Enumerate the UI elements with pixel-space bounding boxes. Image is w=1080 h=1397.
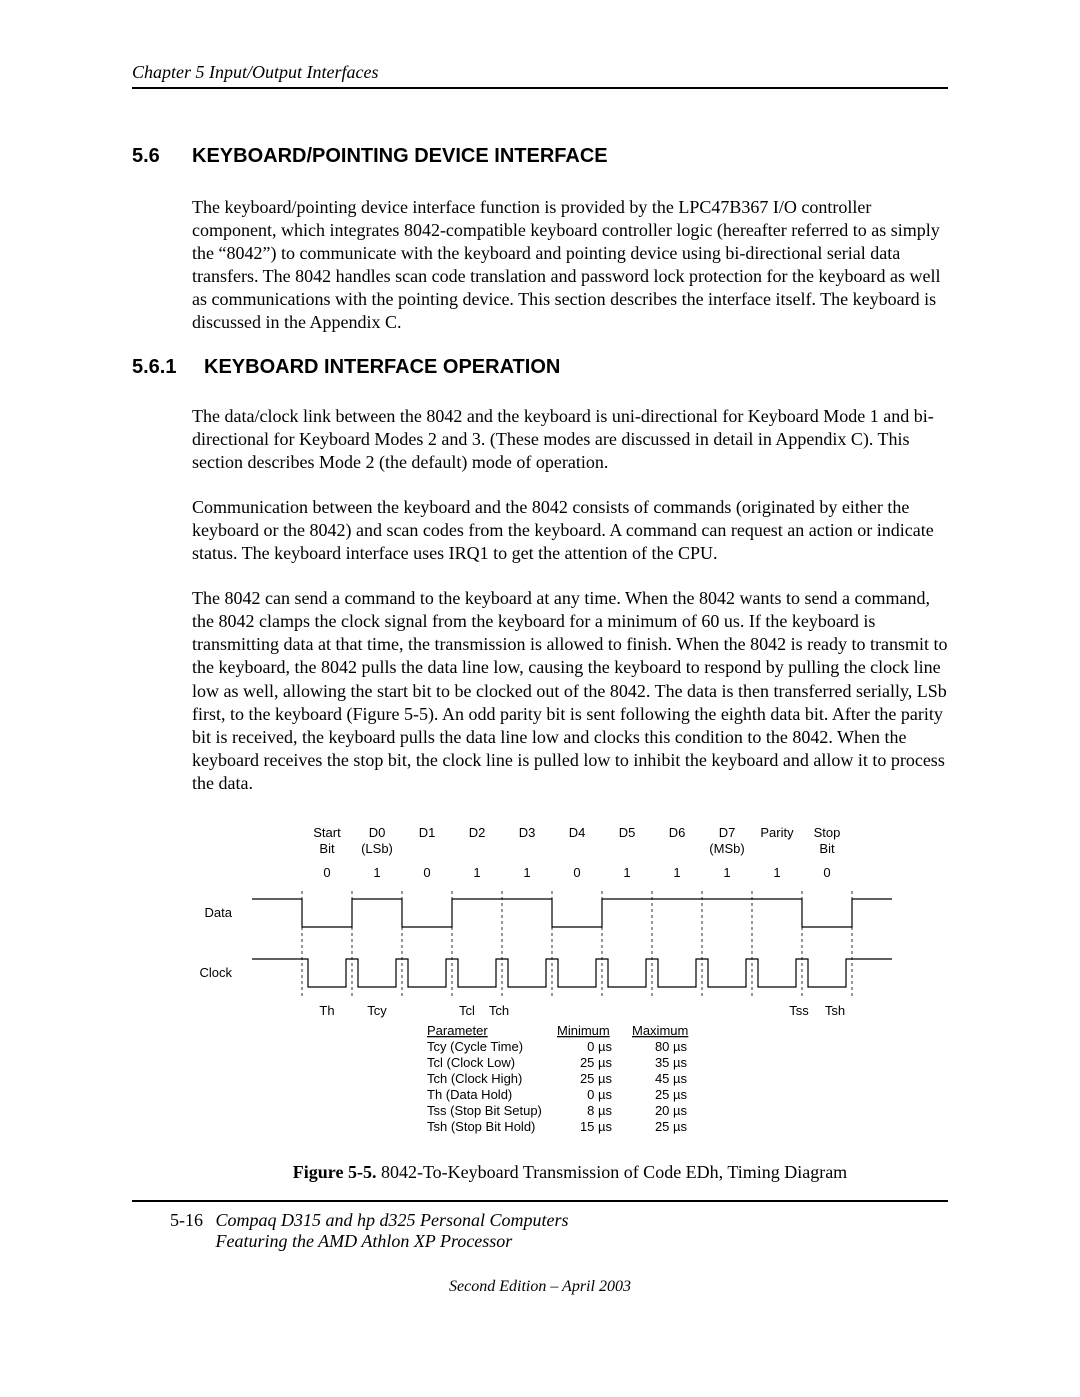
svg-text:D0: D0 bbox=[369, 825, 386, 840]
svg-text:Start: Start bbox=[313, 825, 341, 840]
subsection-number: 5.6.1 bbox=[132, 356, 204, 379]
svg-text:D6: D6 bbox=[669, 825, 686, 840]
svg-text:1: 1 bbox=[673, 865, 680, 880]
svg-text:Parity: Parity bbox=[760, 825, 794, 840]
svg-text:Tch (Clock High): Tch (Clock High) bbox=[427, 1071, 522, 1086]
section-heading: 5.6 KEYBOARD/POINTING DEVICE INTERFACE bbox=[132, 145, 948, 168]
svg-text:25 µs: 25 µs bbox=[580, 1071, 613, 1086]
paragraph: The data/clock link between the 8042 and… bbox=[192, 405, 948, 474]
svg-text:0: 0 bbox=[323, 865, 330, 880]
svg-text:25 µs: 25 µs bbox=[655, 1119, 688, 1134]
paragraph: The 8042 can send a command to the keybo… bbox=[192, 587, 948, 794]
svg-text:80 µs: 80 µs bbox=[655, 1039, 688, 1054]
svg-text:25 µs: 25 µs bbox=[655, 1087, 688, 1102]
figure-label: Figure 5-5. bbox=[293, 1162, 377, 1182]
svg-text:(MSb): (MSb) bbox=[709, 841, 744, 856]
svg-text:Clock: Clock bbox=[199, 965, 232, 980]
svg-text:D7: D7 bbox=[719, 825, 736, 840]
svg-text:Bit: Bit bbox=[319, 841, 335, 856]
svg-text:Bit: Bit bbox=[819, 841, 835, 856]
svg-text:(LSb): (LSb) bbox=[361, 841, 393, 856]
svg-text:15 µs: 15 µs bbox=[580, 1119, 613, 1134]
section-number: 5.6 bbox=[132, 145, 192, 168]
footer-book-line1: Compaq D315 and hp d325 Personal Compute… bbox=[216, 1210, 569, 1230]
svg-text:Tss: Tss bbox=[789, 1003, 809, 1018]
svg-text:Data: Data bbox=[205, 905, 233, 920]
svg-text:D2: D2 bbox=[469, 825, 486, 840]
svg-text:Tch: Tch bbox=[489, 1003, 509, 1018]
svg-text:D5: D5 bbox=[619, 825, 636, 840]
svg-text:Tcl: Tcl bbox=[459, 1003, 475, 1018]
svg-text:Minimum: Minimum bbox=[557, 1023, 610, 1038]
footer: 5-16 Compaq D315 and hp d325 Personal Co… bbox=[170, 1210, 948, 1252]
section-title: KEYBOARD/POINTING DEVICE INTERFACE bbox=[192, 145, 608, 168]
svg-text:D3: D3 bbox=[519, 825, 536, 840]
svg-text:0: 0 bbox=[573, 865, 580, 880]
svg-text:Maximum: Maximum bbox=[632, 1023, 688, 1038]
svg-text:20 µs: 20 µs bbox=[655, 1103, 688, 1118]
footer-book-line2: Featuring the AMD Athlon XP Processor bbox=[216, 1231, 513, 1251]
svg-text:Th: Th bbox=[319, 1003, 334, 1018]
svg-text:1: 1 bbox=[523, 865, 530, 880]
figure-5-5: StartBit0D0(LSb)1D10D21D31D40D51D61D7(MS… bbox=[192, 819, 948, 1183]
svg-text:1: 1 bbox=[473, 865, 480, 880]
svg-text:D4: D4 bbox=[569, 825, 586, 840]
svg-text:8 µs: 8 µs bbox=[587, 1103, 612, 1118]
svg-text:Th (Data Hold): Th (Data Hold) bbox=[427, 1087, 512, 1102]
svg-text:1: 1 bbox=[773, 865, 780, 880]
running-head: Chapter 5 Input/Output Interfaces bbox=[132, 62, 948, 83]
svg-text:D1: D1 bbox=[419, 825, 436, 840]
svg-text:Tss (Stop Bit Setup): Tss (Stop Bit Setup) bbox=[427, 1103, 542, 1118]
page-number: 5-16 bbox=[170, 1210, 203, 1230]
svg-text:35 µs: 35 µs bbox=[655, 1055, 688, 1070]
paragraph: The keyboard/pointing device interface f… bbox=[192, 196, 948, 334]
svg-text:1: 1 bbox=[373, 865, 380, 880]
footer-edition: Second Edition – April 2003 bbox=[0, 1278, 1080, 1296]
svg-text:0: 0 bbox=[423, 865, 430, 880]
svg-text:Tsh: Tsh bbox=[825, 1003, 845, 1018]
header-rule bbox=[132, 87, 948, 89]
subsection-heading: 5.6.1 KEYBOARD INTERFACE OPERATION bbox=[132, 356, 948, 379]
figure-caption: Figure 5-5. 8042-To-Keyboard Transmissio… bbox=[192, 1162, 948, 1183]
footer-rule bbox=[132, 1200, 948, 1202]
svg-text:0: 0 bbox=[823, 865, 830, 880]
paragraph: Communication between the keyboard and t… bbox=[192, 496, 948, 565]
svg-text:Parameter: Parameter bbox=[427, 1023, 488, 1038]
svg-text:Stop: Stop bbox=[814, 825, 841, 840]
svg-text:1: 1 bbox=[723, 865, 730, 880]
svg-text:Tcy (Cycle Time): Tcy (Cycle Time) bbox=[427, 1039, 523, 1054]
svg-text:0 µs: 0 µs bbox=[587, 1087, 612, 1102]
svg-text:0 µs: 0 µs bbox=[587, 1039, 612, 1054]
svg-text:Tcl (Clock Low): Tcl (Clock Low) bbox=[427, 1055, 515, 1070]
svg-text:45 µs: 45 µs bbox=[655, 1071, 688, 1086]
svg-text:Tsh (Stop Bit Hold): Tsh (Stop Bit Hold) bbox=[427, 1119, 535, 1134]
subsection-title: KEYBOARD INTERFACE OPERATION bbox=[204, 356, 560, 379]
timing-diagram: StartBit0D0(LSb)1D10D21D31D40D51D61D7(MS… bbox=[192, 819, 892, 1139]
page: Chapter 5 Input/Output Interfaces 5.6 KE… bbox=[0, 0, 1080, 1397]
svg-text:1: 1 bbox=[623, 865, 630, 880]
figure-caption-text: 8042-To-Keyboard Transmission of Code ED… bbox=[376, 1162, 847, 1182]
svg-text:Tcy: Tcy bbox=[367, 1003, 387, 1018]
svg-text:25 µs: 25 µs bbox=[580, 1055, 613, 1070]
